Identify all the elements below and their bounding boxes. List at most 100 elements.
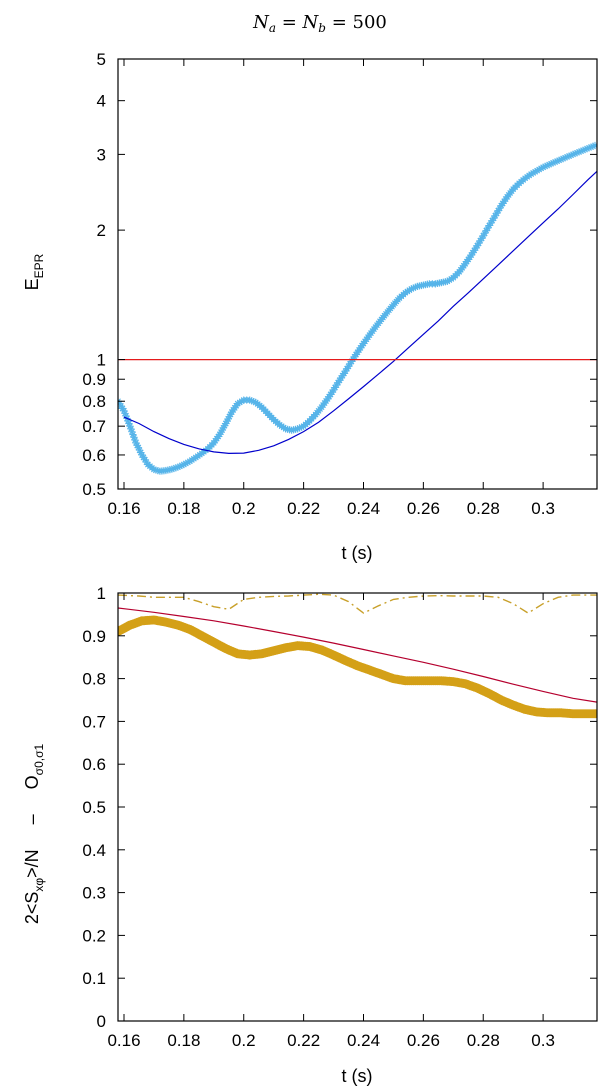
series-0-point	[529, 169, 537, 177]
series-0-point	[131, 436, 139, 444]
series-0-point	[329, 386, 338, 394]
series-0-point	[121, 409, 129, 417]
series-0-point	[575, 148, 583, 156]
figure-title: Na = Nb = 500	[252, 12, 387, 35]
series-0-point	[537, 164, 545, 173]
series-0-point	[589, 142, 597, 150]
x-tick-label: 0.16	[107, 1031, 140, 1050]
y-tick-label: 1	[97, 584, 106, 603]
series-0-point	[545, 161, 553, 169]
epr-y-axis-label: EEPR	[22, 253, 46, 290]
series-0-point	[154, 467, 162, 475]
series-0-point	[549, 159, 557, 167]
series-0-point	[494, 207, 502, 215]
x-tick-label: 0.26	[407, 1031, 440, 1050]
series-0-point	[137, 448, 145, 457]
series-0-point	[118, 404, 127, 413]
plot-area	[118, 141, 597, 475]
y-tick-label: 0	[97, 1012, 106, 1031]
spin-chart: 2<Sxφ>/N – Oσ0,σ1 t (s) 0.16 0.18 0.2 0.22 0…	[22, 584, 598, 1086]
series-0-point	[236, 398, 244, 407]
series-0-point	[563, 153, 571, 161]
series-0-point	[579, 146, 587, 154]
series-0-point	[134, 444, 142, 452]
series-0-point	[344, 362, 353, 370]
series-0-point	[487, 219, 495, 227]
series-0-point	[553, 157, 561, 165]
series-0-point	[470, 246, 478, 254]
series-0-point	[478, 234, 486, 242]
y-tick-label: 0.2	[82, 926, 106, 945]
series-0-point	[150, 465, 158, 474]
series-0-point	[135, 446, 144, 454]
series-0-point	[226, 410, 235, 418]
series-0-point	[142, 458, 151, 466]
y-tick-label: 0.6	[82, 755, 106, 774]
series-0-point	[467, 251, 475, 259]
series-0-point	[591, 141, 597, 150]
y-tick-label: 0.8	[82, 392, 106, 411]
x-tick-label: 0.22	[287, 499, 320, 518]
series-0-point	[225, 413, 233, 421]
series-0-point	[447, 275, 455, 283]
x-tick-label: 0.24	[347, 1031, 380, 1050]
series-0-point	[407, 285, 415, 293]
series-0-point	[577, 147, 585, 155]
plot-frame	[117, 58, 598, 490]
series-0-point	[219, 424, 227, 432]
series-0-point	[527, 170, 535, 178]
series-0-point	[343, 365, 351, 373]
series-0-point	[531, 168, 539, 176]
y-tick-label: 0.9	[82, 627, 106, 646]
y-tick-label: 4	[97, 92, 106, 111]
x-tick-label: 0.2	[232, 1031, 256, 1050]
y-tick-label: 0.4	[82, 841, 106, 860]
y-tick-label: 0.5	[82, 480, 106, 499]
x-tick-label: 0.28	[467, 499, 500, 518]
x-tick-label: 0.2	[232, 499, 256, 518]
series-0-point	[132, 439, 140, 447]
series-0-point	[176, 462, 184, 470]
series-0-point	[152, 466, 160, 474]
y-tick-label: 0.6	[82, 446, 106, 465]
series-0-point	[141, 456, 149, 464]
series-0-point	[555, 156, 563, 164]
series-0-point	[224, 415, 232, 423]
spin-x-axis-label: t (s)	[342, 1066, 373, 1086]
series-0-point	[561, 154, 569, 162]
series-0-point	[125, 420, 133, 428]
series-0-point	[539, 163, 547, 171]
series-0-point	[472, 244, 480, 252]
series-0-point	[126, 422, 134, 430]
series-0-point	[335, 376, 344, 384]
series-0-point	[178, 461, 186, 470]
series-0-point	[490, 214, 498, 222]
series-0-point	[559, 154, 567, 163]
series-0-point	[127, 425, 135, 433]
series-0-point	[411, 283, 419, 291]
series-0-point	[533, 167, 541, 175]
series-0-point	[491, 212, 499, 220]
series-0-point	[571, 149, 579, 158]
series-0-point	[223, 417, 231, 425]
series-0-point	[248, 397, 256, 405]
series-0-point	[484, 224, 492, 232]
series-0-point	[294, 425, 302, 433]
series-0-point	[535, 165, 543, 174]
series-0-point	[334, 379, 342, 387]
series-0-point	[469, 249, 477, 257]
series-0-point	[581, 145, 589, 154]
series-0-point	[130, 433, 138, 441]
x-tick-label: 0.3	[531, 499, 555, 518]
series-0-point	[182, 459, 190, 468]
x-tick-label: 0.26	[407, 499, 440, 518]
series-0-point	[250, 398, 258, 406]
series-0-point	[220, 422, 229, 430]
series-0-point	[551, 158, 559, 166]
series-0-point	[133, 441, 141, 449]
series-0-point	[473, 242, 481, 250]
series-0-point	[331, 383, 339, 392]
series-0-point	[485, 221, 493, 230]
series-0-point	[341, 367, 350, 375]
